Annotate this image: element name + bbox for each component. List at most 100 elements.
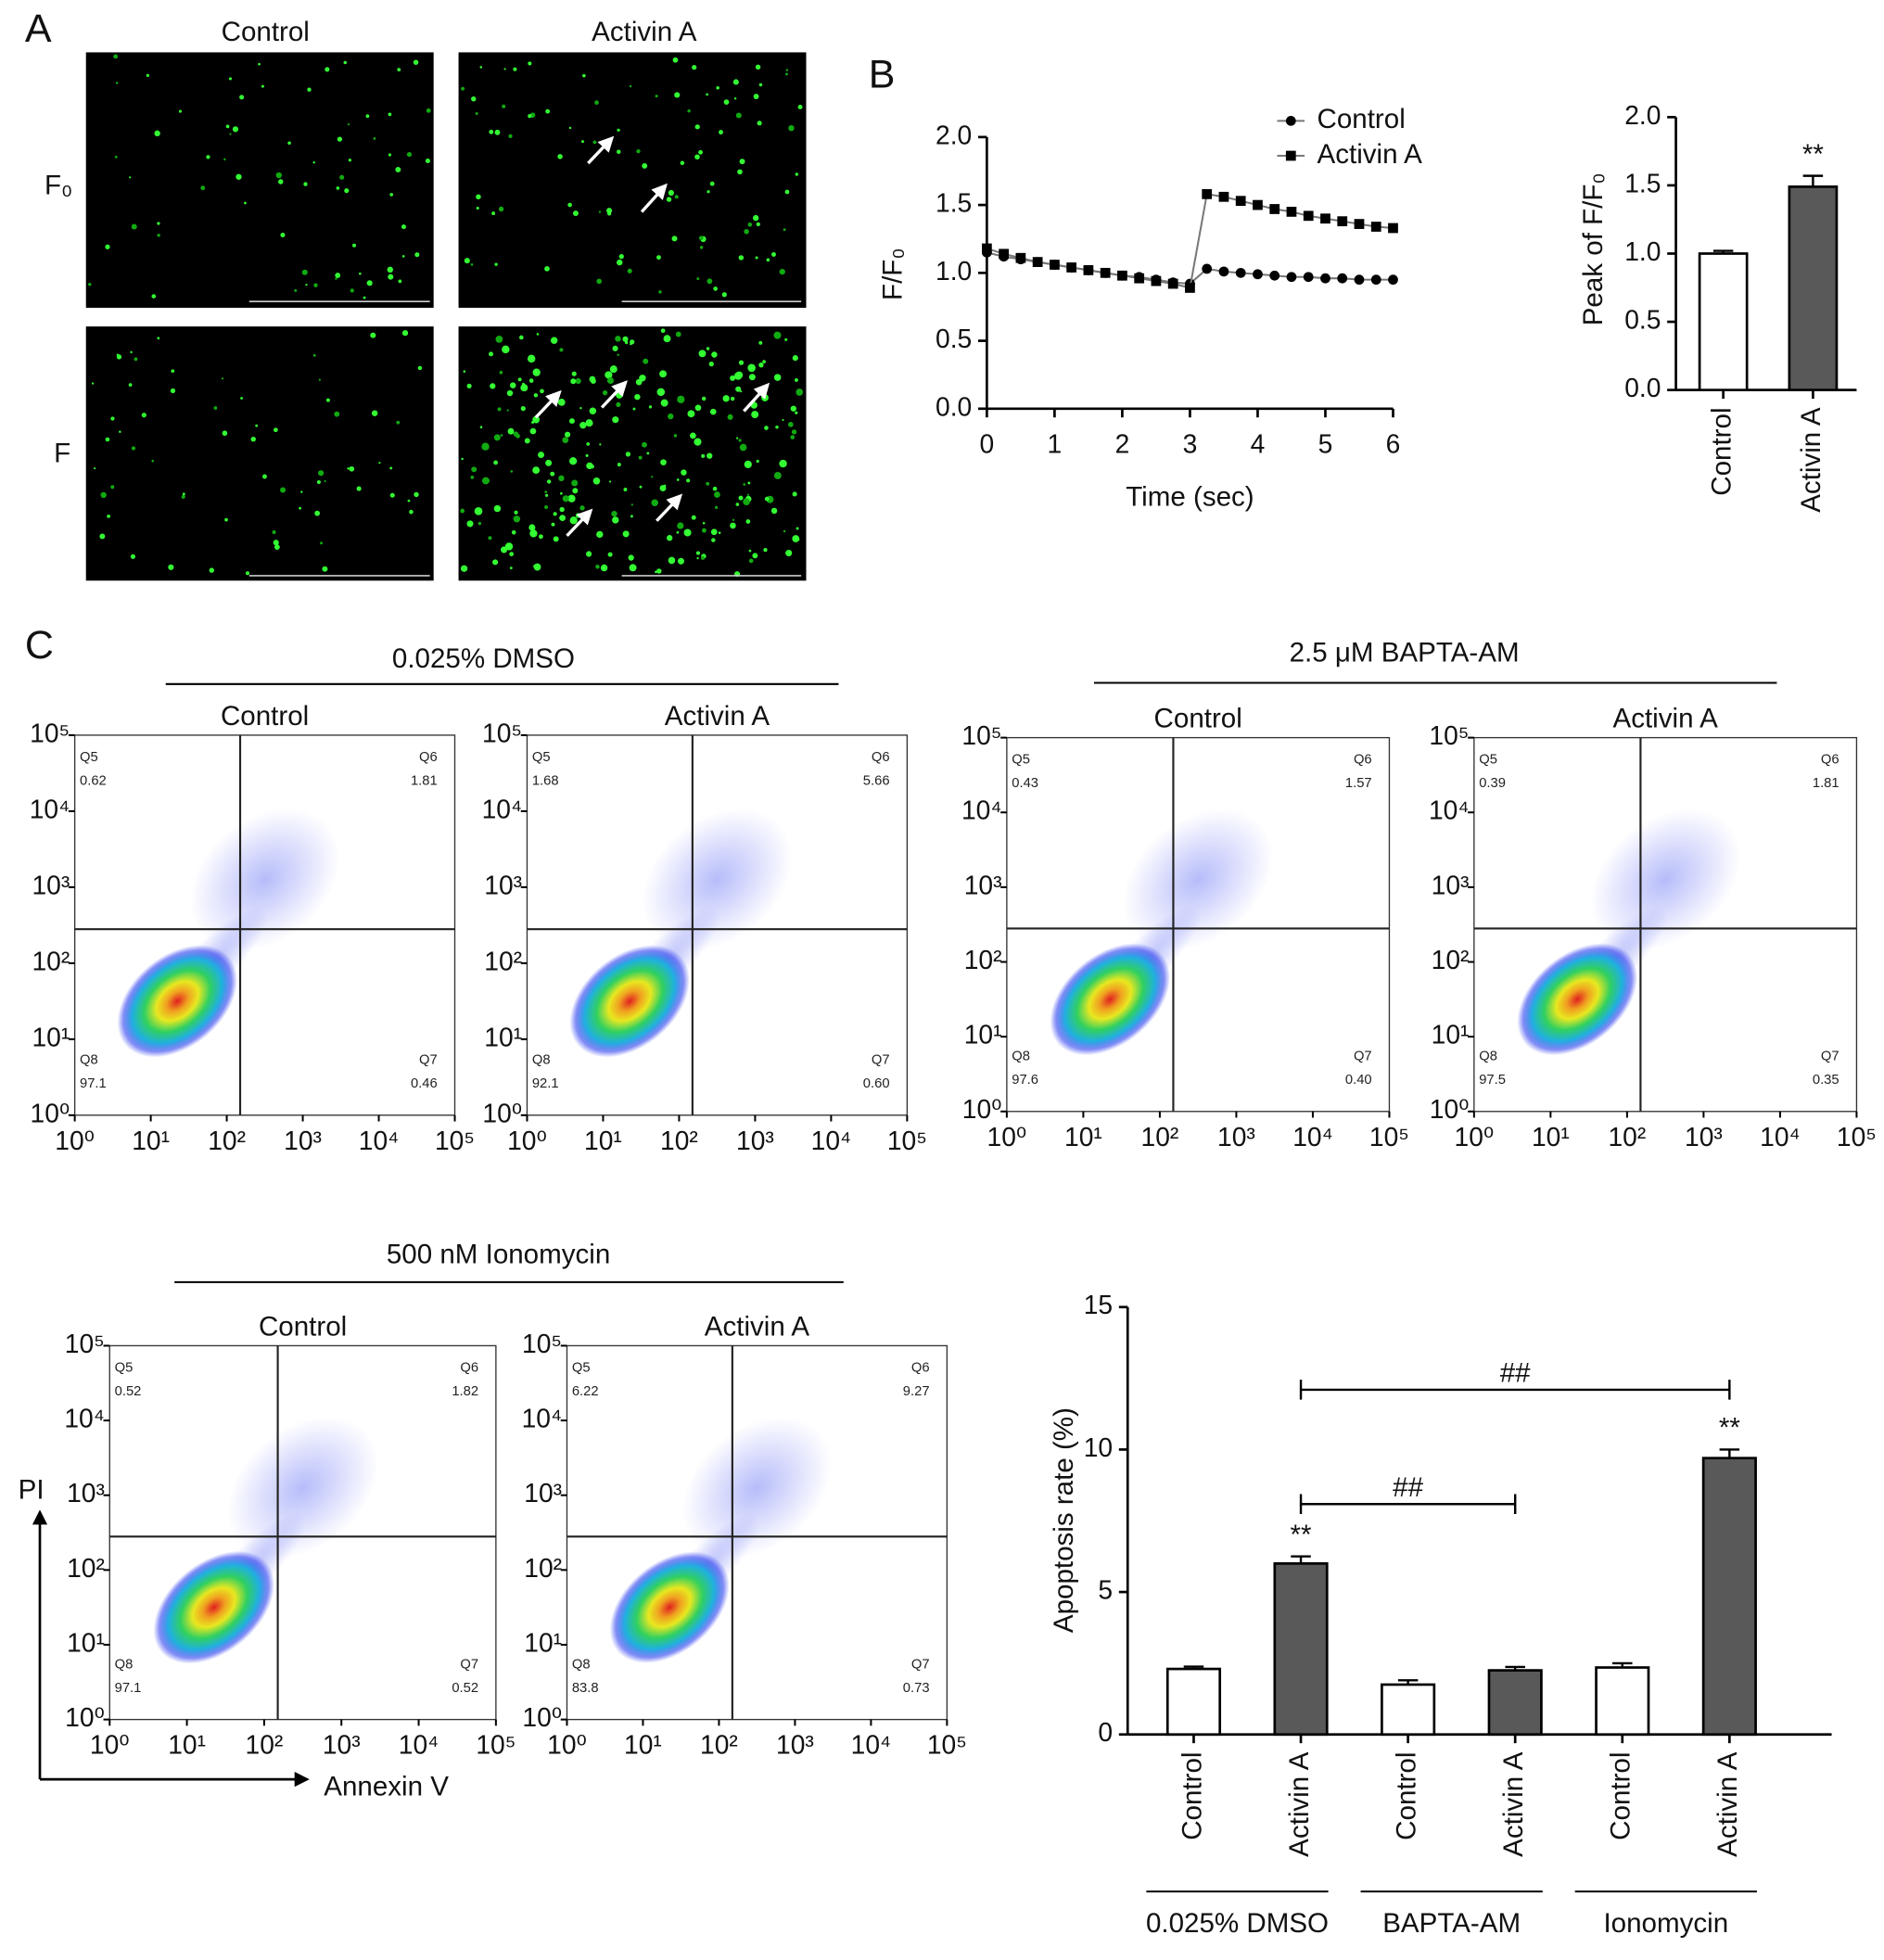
cell: [513, 515, 521, 523]
cell: [119, 430, 121, 434]
population-cloud: [681, 1417, 832, 1559]
cell: [493, 460, 498, 465]
quadrant-percent: 97.1: [80, 1076, 107, 1091]
cell: [502, 345, 510, 354]
marker: [982, 243, 992, 254]
cell: [755, 256, 758, 260]
cell: [744, 460, 752, 468]
y-tick-label: 10⁴: [482, 794, 523, 823]
marker: [1202, 188, 1213, 199]
cell: [675, 331, 681, 337]
quadrant-name: Q5: [80, 750, 98, 765]
error-bar: [1397, 1679, 1419, 1685]
cell: [572, 210, 579, 216]
cell: [274, 544, 280, 550]
y-tick-label: 10⁵: [30, 718, 70, 747]
y-tick-label: 0.0: [936, 391, 972, 421]
cell: [529, 427, 537, 435]
x-tick-label: 0: [980, 429, 995, 459]
cell: [796, 388, 804, 396]
cell: [629, 84, 632, 88]
y-tick-label: 10²: [32, 946, 70, 975]
cell: [779, 268, 785, 275]
bar: [1381, 1683, 1436, 1737]
cell: [709, 181, 715, 186]
cell: [585, 453, 589, 457]
cell: [546, 479, 552, 484]
cell: [617, 259, 623, 266]
y-tick-label: 1.5: [1624, 168, 1661, 197]
quadrant-name: Q6: [911, 1361, 930, 1376]
cell: [686, 478, 691, 483]
legend-label: Control: [1318, 104, 1406, 134]
cell: [701, 555, 706, 560]
cell: [507, 427, 515, 435]
cell: [607, 552, 613, 557]
x-tick-label: 1: [1048, 429, 1063, 459]
cell: [350, 288, 354, 293]
cell: [629, 564, 637, 572]
quadrant-percent: 0.52: [452, 1681, 478, 1696]
error-bar: [1291, 1555, 1311, 1564]
cell: [510, 470, 514, 473]
cell: [639, 375, 646, 382]
cell: [347, 123, 350, 126]
cell: [791, 429, 797, 435]
y-tick-label: 2.0: [1624, 100, 1661, 130]
annotation: **: [1291, 1520, 1312, 1550]
cell: [307, 87, 312, 92]
cell: [336, 186, 340, 190]
cell: [600, 564, 608, 572]
y-tick-label: 10¹: [67, 1627, 105, 1657]
arrow: [566, 508, 593, 538]
y-tick-label: 10⁴: [64, 1404, 105, 1433]
series-line: [987, 193, 1394, 289]
cell: [501, 546, 508, 554]
y-tick-label: 10⁴: [30, 794, 70, 823]
marker: [1286, 207, 1297, 217]
x-tick-label: Activin A: [1498, 1751, 1529, 1857]
x-tick-label: Control: [1177, 1752, 1207, 1840]
cell: [239, 95, 245, 100]
quadrant-name: Q8: [115, 1657, 134, 1672]
cell: [407, 499, 411, 503]
bar: [1487, 1669, 1543, 1737]
cell: [110, 485, 115, 490]
cell: [706, 93, 708, 96]
marker: [1303, 272, 1314, 283]
cell: [388, 112, 392, 117]
cell: [618, 253, 624, 260]
cell: [732, 518, 735, 522]
cell: [701, 453, 706, 458]
marker: [1388, 223, 1398, 234]
cell: [494, 129, 501, 135]
x-tick-label: 6: [1386, 429, 1401, 459]
cell: [337, 136, 343, 142]
quadrant-percent: 83.8: [572, 1681, 599, 1696]
arrow: [534, 389, 562, 419]
cell: [528, 524, 536, 531]
quadrant-name: Q7: [1354, 1050, 1372, 1064]
cell: [756, 222, 760, 227]
cell: [579, 422, 587, 429]
cell: [303, 182, 308, 186]
marker: [1370, 222, 1381, 232]
cell: [107, 514, 110, 518]
x-tick-label: 10¹: [1532, 1122, 1570, 1152]
x-tick-label: Control: [1706, 407, 1737, 495]
y-tick-label: 1.5: [936, 188, 972, 218]
cell: [719, 130, 723, 135]
x-tick-label: 10³: [736, 1126, 774, 1155]
panel-label: C: [25, 623, 54, 668]
cell: [758, 363, 764, 368]
cell: [608, 480, 612, 483]
cell: [691, 515, 696, 520]
cell: [388, 153, 392, 157]
cell: [711, 351, 718, 358]
cell: [524, 438, 530, 444]
quadrant-name: Q5: [572, 1361, 591, 1376]
cell: [659, 370, 667, 378]
population-density: [609, 1551, 730, 1663]
cell: [747, 481, 751, 485]
marker: [1354, 274, 1365, 286]
